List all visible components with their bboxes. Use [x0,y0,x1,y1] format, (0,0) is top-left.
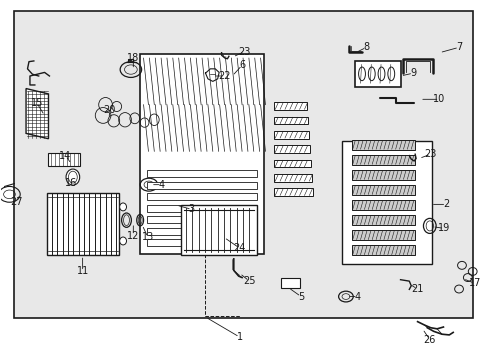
Text: 1: 1 [236,332,242,342]
Polygon shape [26,89,48,139]
Ellipse shape [120,237,126,245]
Bar [147,170,256,177]
Text: 4: 4 [354,292,360,302]
Ellipse shape [387,67,394,81]
Ellipse shape [66,169,80,185]
Text: 18: 18 [127,53,139,63]
Bar [181,205,256,255]
Bar [351,140,414,150]
Text: 11: 11 [76,266,88,276]
Bar [147,193,256,201]
Text: 4: 4 [158,180,164,190]
Bar [351,215,414,225]
Bar [351,185,414,195]
Text: 8: 8 [363,42,369,52]
Text: 22: 22 [217,71,230,81]
Bar [273,159,310,167]
Text: 16: 16 [65,178,78,188]
Text: 14: 14 [60,150,72,161]
Bar [147,182,256,189]
Text: 25: 25 [243,276,255,286]
Ellipse shape [367,67,374,81]
Text: 6: 6 [239,60,244,70]
Bar [14,12,472,318]
Ellipse shape [358,67,365,81]
Bar [351,170,414,180]
Text: 10: 10 [432,94,445,104]
Bar [281,278,299,288]
Text: 23: 23 [238,46,250,57]
Text: 15: 15 [31,98,43,108]
Text: 24: 24 [233,243,245,253]
Bar [273,174,311,182]
Bar [147,228,256,235]
Bar [273,102,306,110]
Bar [147,205,256,212]
Text: 23: 23 [424,149,436,159]
Bar [273,188,312,196]
Ellipse shape [120,203,126,211]
Text: 20: 20 [103,105,116,115]
Bar [341,140,431,264]
Bar [273,145,309,153]
Text: 12: 12 [127,231,139,240]
Text: 21: 21 [410,284,423,294]
Text: 9: 9 [409,68,415,78]
Text: 26: 26 [423,334,435,345]
Bar [354,61,400,87]
Bar [351,245,414,255]
Bar [140,54,264,253]
Text: 13: 13 [142,232,154,242]
Bar [147,216,256,224]
Bar [48,153,80,166]
Text: 2: 2 [442,199,448,210]
Ellipse shape [377,67,384,81]
Bar [273,131,308,139]
Bar [273,117,307,125]
Text: 5: 5 [297,292,304,302]
Bar [351,230,414,240]
Text: 17: 17 [468,278,480,288]
Bar [351,200,414,210]
Bar [147,239,256,246]
Ellipse shape [68,171,77,183]
Bar [351,155,414,165]
Text: 3: 3 [188,204,195,215]
Bar [47,193,119,255]
Text: 27: 27 [10,197,22,207]
Text: 7: 7 [455,42,461,52]
Text: 19: 19 [437,224,449,233]
